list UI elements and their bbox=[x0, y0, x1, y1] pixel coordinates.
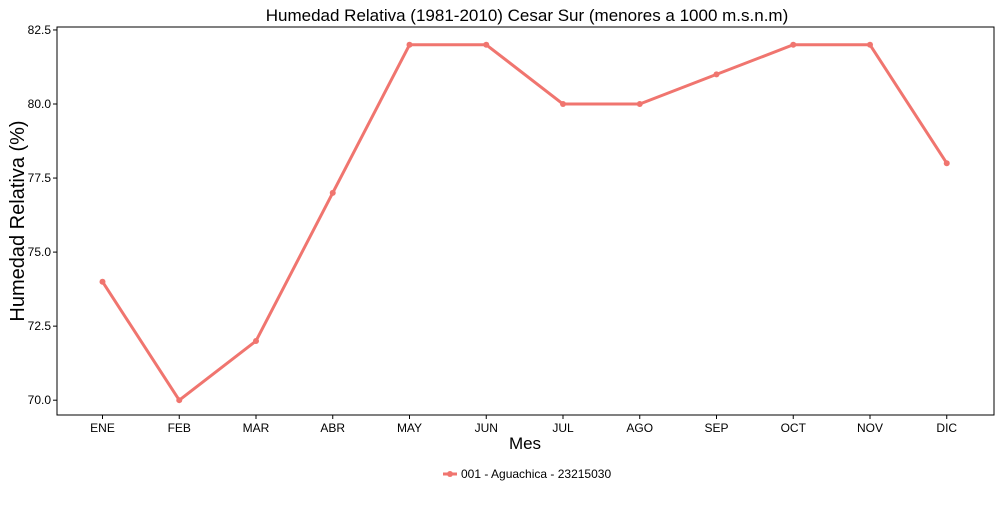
legend-point-key bbox=[447, 471, 453, 477]
y-tick-label: 72.5 bbox=[28, 319, 52, 333]
data-point bbox=[99, 278, 106, 285]
data-point bbox=[943, 160, 950, 167]
data-point bbox=[636, 101, 643, 108]
legend-label: 001 - Aguachica - 23215030 bbox=[461, 467, 611, 481]
y-axis-title: Humedad Relativa (%) bbox=[7, 120, 29, 321]
y-tick-label: 80.0 bbox=[28, 97, 52, 111]
data-point bbox=[790, 41, 797, 48]
legend: 001 - Aguachica - 23215030 bbox=[443, 467, 611, 481]
series-line bbox=[101, 43, 949, 402]
x-tick-label: JUN bbox=[475, 421, 498, 435]
x-tick-label: NOV bbox=[857, 421, 883, 435]
y-axis: 70.0 72.5 75.0 77.5 80.0 82.5 bbox=[28, 23, 57, 407]
x-tick-label: AGO bbox=[626, 421, 653, 435]
plot-panel bbox=[56, 26, 995, 416]
data-point bbox=[713, 71, 720, 78]
y-tick-label: 82.5 bbox=[28, 23, 52, 37]
x-axis: ENE FEB MAR ABR MAY JUN JUL AGO SEP OCT NOV DIC bbox=[90, 415, 957, 435]
data-point bbox=[176, 397, 183, 404]
y-tick-label: 75.0 bbox=[28, 245, 52, 259]
x-tick-label: JUL bbox=[552, 421, 574, 435]
x-axis-title: Mes bbox=[509, 434, 541, 453]
y-tick-label: 77.5 bbox=[28, 171, 52, 185]
x-tick-label: MAY bbox=[397, 421, 422, 435]
y-tick-label: 70.0 bbox=[28, 393, 52, 407]
x-tick-label: OCT bbox=[781, 421, 807, 435]
x-tick-label: DIC bbox=[936, 421, 957, 435]
x-tick-label: SEP bbox=[704, 421, 728, 435]
data-point bbox=[560, 101, 566, 108]
series-layer bbox=[99, 41, 950, 404]
data-point bbox=[406, 41, 413, 48]
x-tick-label: ABR bbox=[320, 421, 345, 435]
data-point bbox=[867, 41, 873, 48]
x-tick-label: ENE bbox=[90, 421, 115, 435]
data-point bbox=[329, 189, 336, 196]
data-point bbox=[483, 41, 490, 48]
x-tick-label: FEB bbox=[168, 421, 191, 435]
data-point bbox=[253, 337, 259, 344]
chart-title: Humedad Relativa (1981-2010) Cesar Sur (… bbox=[266, 6, 789, 25]
x-tick-label: MAR bbox=[243, 421, 270, 435]
